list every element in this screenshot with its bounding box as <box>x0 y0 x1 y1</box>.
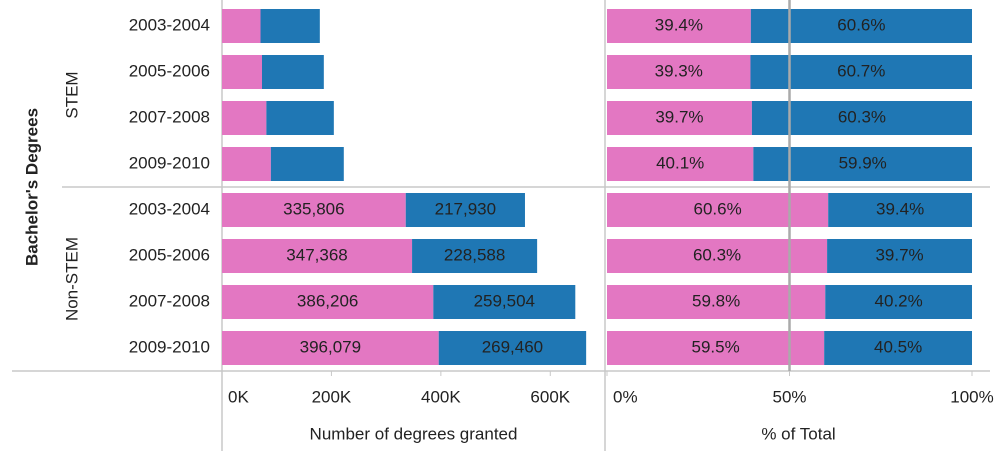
x-tick-label: 0K <box>228 387 249 406</box>
group-label: Non-STEM <box>62 237 81 321</box>
bar-segment <box>222 285 434 319</box>
bar-segment <box>261 55 324 89</box>
data-label: 396,079 <box>300 337 361 356</box>
data-label: 60.6% <box>837 15 885 34</box>
x-tick-label: 200K <box>312 387 352 406</box>
x-tick-label: 50% <box>772 387 806 406</box>
data-label: 60.7% <box>837 61 885 80</box>
data-label: 59.5% <box>691 337 739 356</box>
bar-segment <box>412 239 538 273</box>
bar-segment <box>222 331 439 365</box>
bar-segment <box>750 9 972 43</box>
data-label: 39.7% <box>875 245 923 264</box>
data-label: 40.1% <box>656 153 704 172</box>
bar-segment <box>222 101 267 135</box>
data-label: 59.8% <box>692 291 740 310</box>
data-label: 347,368 <box>286 245 347 264</box>
data-label: 60.3% <box>693 245 741 264</box>
bar-segment <box>828 193 972 227</box>
data-label: 39.7% <box>655 107 703 126</box>
bar-segment <box>607 101 752 135</box>
x-tick-label: 600K <box>530 387 570 406</box>
bar-segment <box>824 331 972 365</box>
bar-segment <box>433 285 576 319</box>
group-label: STEM <box>62 71 81 118</box>
x-tick-label: 100% <box>950 387 993 406</box>
x-axis-title: Number of degrees granted <box>310 424 518 443</box>
data-label: 39.4% <box>655 15 703 34</box>
bar-segment <box>222 239 413 273</box>
bar-segment <box>750 55 972 89</box>
bar-segment <box>827 239 972 273</box>
category-label: 2007-2008 <box>129 291 210 310</box>
category-label: 2005-2006 <box>129 61 210 80</box>
bar-segment <box>405 193 525 227</box>
data-label: 386,206 <box>297 291 358 310</box>
data-label: 39.3% <box>655 61 703 80</box>
category-label: 2009-2010 <box>129 337 210 356</box>
category-label: 2007-2008 <box>129 107 210 126</box>
bar-segment <box>266 101 334 135</box>
data-label: 40.2% <box>875 291 923 310</box>
bar-segment <box>222 55 262 89</box>
bar-segment <box>222 147 271 181</box>
category-label: 2003-2004 <box>129 15 210 34</box>
data-label: 40.5% <box>874 337 922 356</box>
x-tick-label: 400K <box>421 387 461 406</box>
data-label: 60.6% <box>693 199 741 218</box>
data-label: 228,588 <box>444 245 505 264</box>
data-label: 217,930 <box>435 199 496 218</box>
bar-segment <box>607 9 751 43</box>
bar-segment <box>260 9 320 43</box>
bar-segment <box>607 193 829 227</box>
data-label: 60.3% <box>838 107 886 126</box>
bar-segment <box>438 331 587 365</box>
x-axis-title: % of Total <box>761 424 835 443</box>
bar-segment <box>825 285 972 319</box>
bar-segment <box>607 55 751 89</box>
category-label: 2005-2006 <box>129 245 210 264</box>
data-label: 259,504 <box>474 291 535 310</box>
bar-segment <box>607 331 825 365</box>
bar-segment <box>222 193 406 227</box>
data-label: 39.4% <box>876 199 924 218</box>
bar-segment <box>270 147 344 181</box>
data-label: 335,806 <box>283 199 344 218</box>
data-label: 59.9% <box>839 153 887 172</box>
bar-segment <box>607 147 754 181</box>
data-label: 269,460 <box>482 337 543 356</box>
y-title: Bachelor's Degrees <box>22 108 41 266</box>
bar-segment <box>222 9 261 43</box>
category-label: 2009-2010 <box>129 153 210 172</box>
x-tick-label: 0% <box>613 387 638 406</box>
category-label: 2003-2004 <box>129 199 210 218</box>
